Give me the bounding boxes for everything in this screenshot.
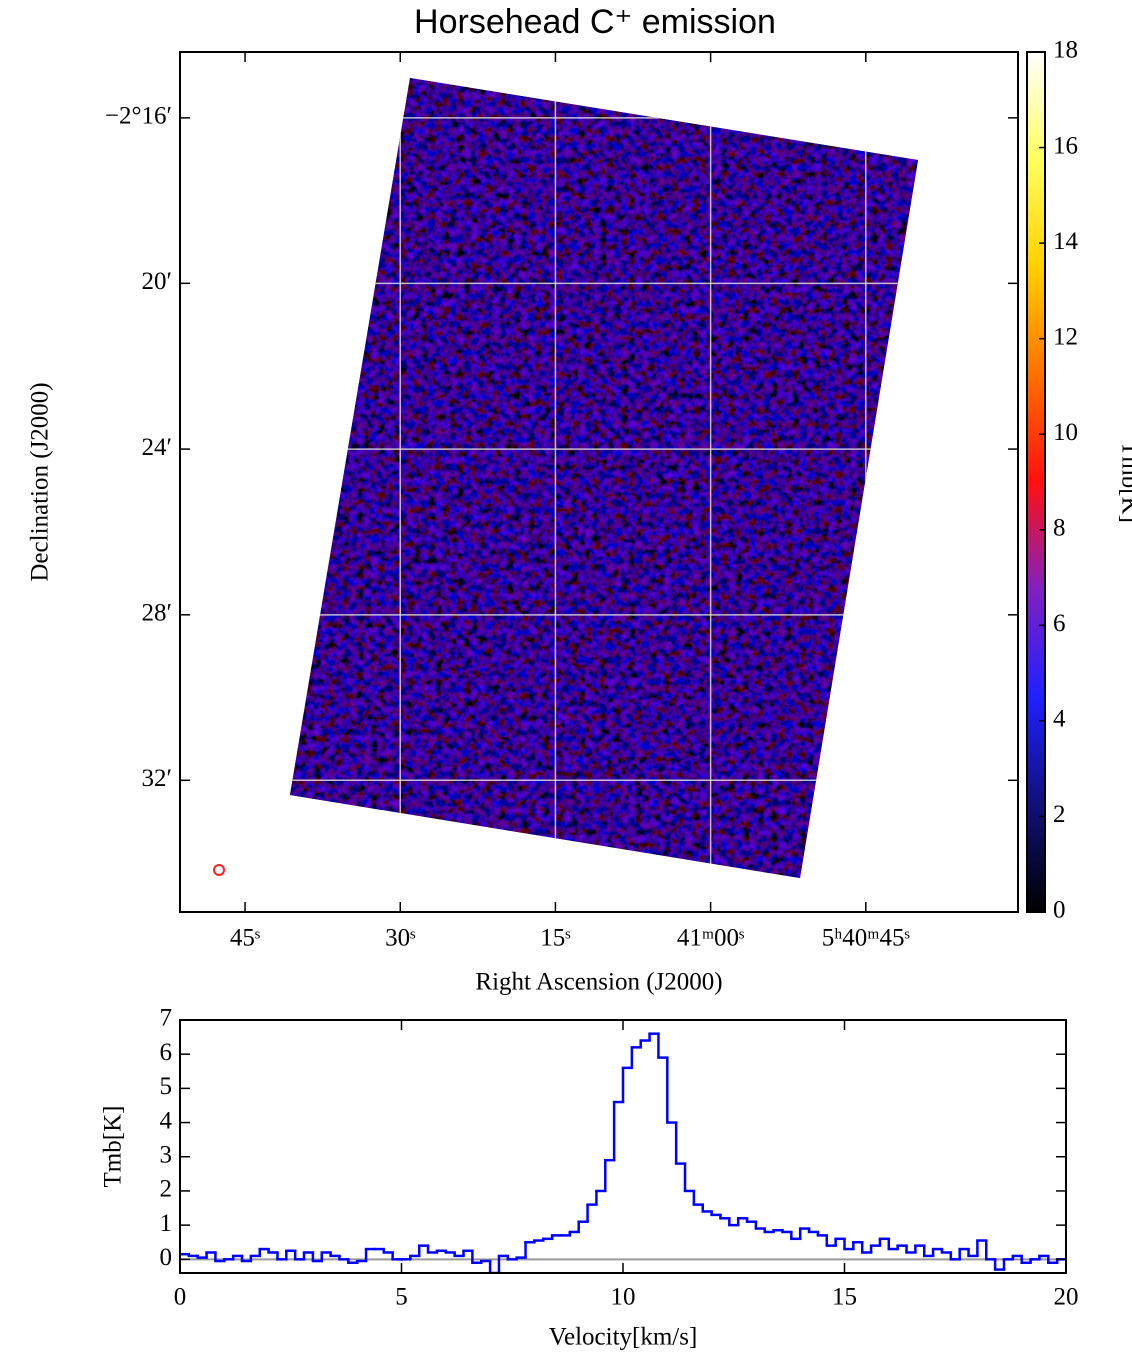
x-axis-label: Velocity[km/s] <box>549 1324 698 1351</box>
y-tick-label: 6 <box>160 1039 173 1066</box>
y-tick-label: 5 <box>160 1073 173 1100</box>
colorbar-tick-label: 8 <box>1053 515 1066 542</box>
map-image <box>290 78 918 878</box>
colorbar-tick-label: 0 <box>1053 897 1066 924</box>
y-axis-label: Tmb[K] <box>100 1106 127 1188</box>
colorbar-tick-label: 16 <box>1053 132 1078 159</box>
x-tick-label: 45ˢ <box>230 925 260 952</box>
beam <box>213 864 225 876</box>
y-axis-label: Declination (J2000) <box>27 382 54 581</box>
colorbar-label: Tmb[K] <box>1116 441 1132 523</box>
y-tick-label: −2°16′ <box>105 103 172 130</box>
axes-frame <box>179 51 1019 913</box>
x-tick-label: 15 <box>832 1284 857 1311</box>
x-tick-label: 15ˢ <box>540 925 570 952</box>
colorbar <box>1026 51 1046 913</box>
chart-title: Horsehead C⁺ emission <box>414 3 776 41</box>
spectrum-plot <box>180 1032 1066 1273</box>
y-tick-label: 0 <box>160 1244 173 1271</box>
colorbar-tick-label: 4 <box>1053 706 1066 733</box>
x-tick-label: 0 <box>174 1284 187 1311</box>
y-tick-label: 28′ <box>142 600 172 627</box>
colorbar-tick-label: 12 <box>1053 323 1078 350</box>
axes-frame <box>179 1019 1067 1274</box>
y-tick-label: 20′ <box>142 268 172 295</box>
colorbar-tick-label: 10 <box>1053 419 1078 446</box>
y-tick-label: 1 <box>160 1210 173 1237</box>
x-tick-label: 20 <box>1054 1284 1079 1311</box>
map-pixels <box>290 78 918 878</box>
x-tick-label: 5ʰ40ᵐ45ˢ <box>822 925 910 952</box>
y-tick-label: 3 <box>160 1141 173 1168</box>
colorbar-tick-label: 2 <box>1053 801 1066 828</box>
colorbar-tick-label: 14 <box>1053 228 1079 255</box>
x-tick-label: 10 <box>611 1284 636 1311</box>
x-tick-label: 30ˢ <box>385 925 415 952</box>
y-tick-label: 4 <box>160 1107 173 1134</box>
x-axis-label: Right Ascension (J2000) <box>475 969 722 996</box>
y-tick-label: 24′ <box>142 434 172 461</box>
y-tick-label: 2 <box>160 1176 173 1203</box>
colorbar-tick-label: 18 <box>1053 37 1078 64</box>
x-tick-label: 5 <box>395 1284 408 1311</box>
colorbar-tick-label: 6 <box>1053 610 1066 637</box>
y-tick-label: 7 <box>160 1005 173 1032</box>
y-tick-label: 32′ <box>142 765 172 792</box>
x-tick-label: 41ᵐ00ˢ <box>677 925 745 952</box>
